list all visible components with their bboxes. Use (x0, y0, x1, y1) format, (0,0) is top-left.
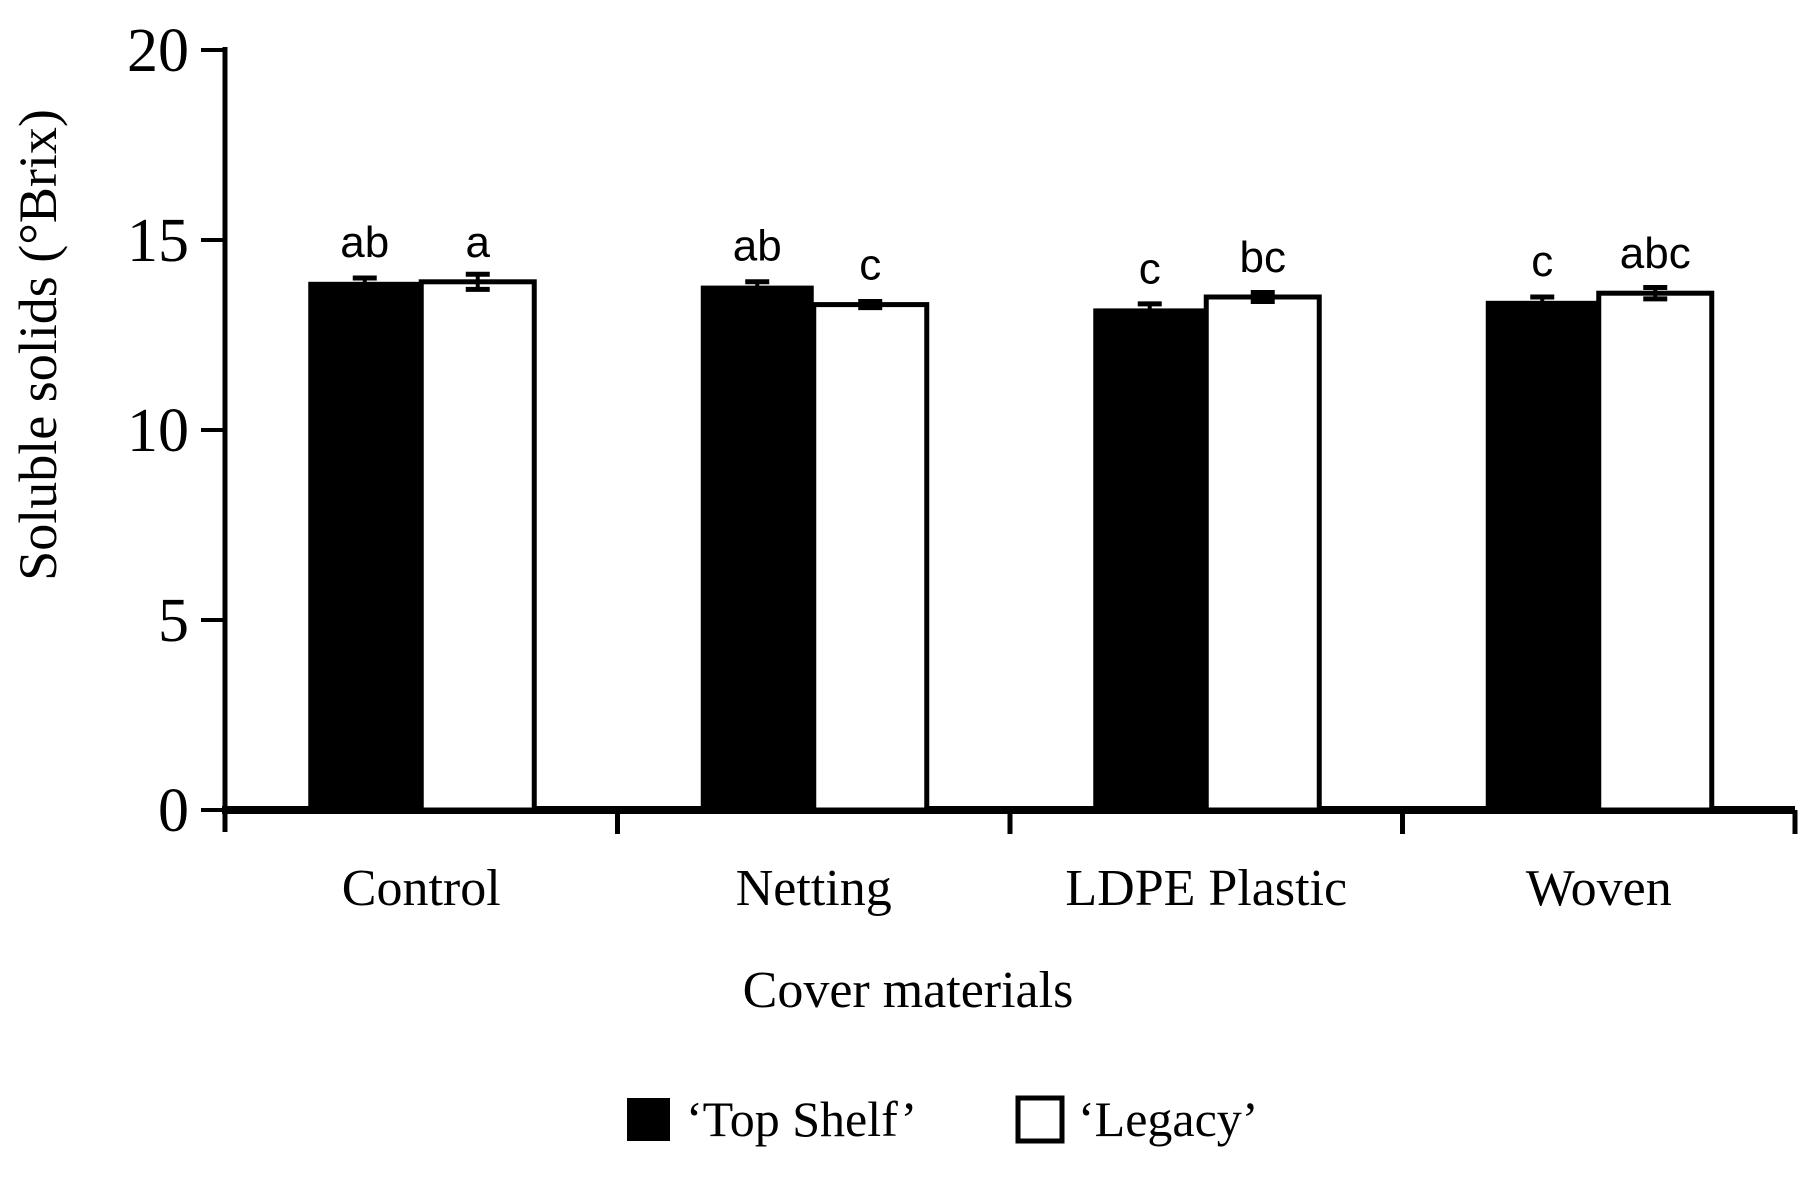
legend-swatch-legacy-icon (1015, 1095, 1065, 1144)
category-label-woven: Woven (1526, 860, 1672, 917)
category-label-control: Control (342, 860, 501, 917)
y-tick-label: 15 (127, 207, 189, 275)
bar--legacy-ldpe-plastic (1203, 294, 1322, 813)
bar--legacy-netting (811, 302, 930, 813)
significance-letter--top-shelf-ldpe-plastic: c (1139, 244, 1161, 293)
legend-label-top-shelf: ‘Top Shelf’ (686, 1091, 917, 1147)
bar--top-shelf-woven (1485, 300, 1599, 810)
bar--top-shelf-control (308, 281, 422, 810)
significance-letter--top-shelf-woven: c (1531, 237, 1553, 286)
category-label-netting: Netting (736, 860, 892, 917)
bar--legacy-control (418, 279, 537, 813)
y-tick-label: 10 (127, 397, 189, 465)
y-axis-title: Soluble solids (°Brix) (8, 109, 68, 581)
significance-letter--legacy-woven: abc (1620, 229, 1691, 278)
y-tick-label: 0 (158, 777, 189, 845)
significance-letter--legacy-control: a (466, 218, 491, 267)
significance-letter--top-shelf-netting: ab (733, 222, 782, 271)
legend-label-legacy: ‘Legacy’ (1078, 1091, 1258, 1147)
y-tick-label: 20 (127, 17, 189, 85)
x-axis-title: Cover materials (743, 962, 1074, 1019)
bar--top-shelf-netting (700, 285, 814, 811)
bar--legacy-woven (1596, 290, 1715, 813)
legend-swatch-top-shelf-icon (627, 1098, 670, 1141)
y-tick-label: 5 (158, 587, 189, 655)
bar--top-shelf-ldpe-plastic (1093, 308, 1207, 810)
significance-letter--legacy-ldpe-plastic: bc (1240, 233, 1286, 282)
significance-letter--legacy-netting: c (859, 241, 881, 290)
significance-letter--top-shelf-control: ab (340, 218, 389, 267)
legend: ‘Top Shelf’ ‘Legacy’ (627, 1091, 1258, 1147)
category-label-ldpe-plastic: LDPE Plastic (1065, 860, 1347, 917)
